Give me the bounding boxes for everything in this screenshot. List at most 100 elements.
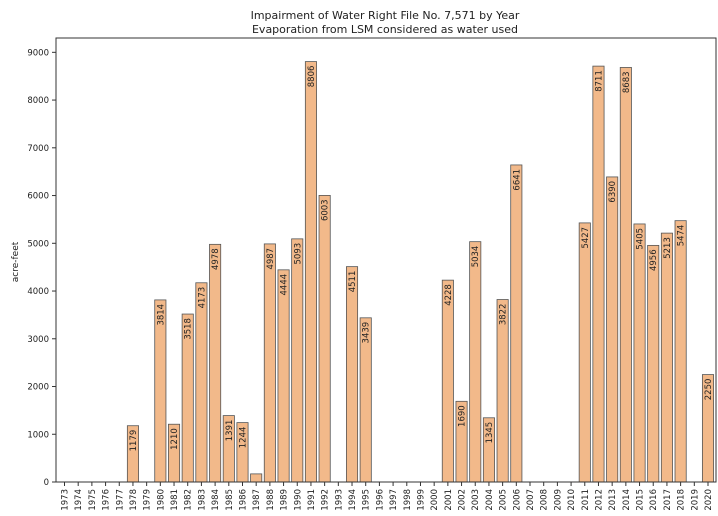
bar-2006 (510, 164, 523, 483)
bar-value-label: 6641 (512, 169, 522, 191)
x-tick-label: 2006 (512, 489, 522, 511)
bar-value-label: 4956 (649, 249, 659, 271)
x-tick-label: 2000 (430, 489, 440, 511)
bar-value-label: 4511 (348, 271, 358, 293)
x-tick-label: 1980 (156, 489, 166, 511)
x-tick-label: 1975 (88, 489, 98, 511)
bar-value-label: 1345 (485, 422, 495, 444)
bar-1991 (304, 61, 317, 483)
x-tick-label: 2007 (526, 489, 536, 511)
bar-value-label: 4444 (280, 274, 290, 296)
bar-value-label: 5427 (581, 227, 591, 249)
x-tick-label: 2018 (677, 489, 687, 511)
bar-value-label: 8806 (307, 66, 317, 88)
x-tick-label: 1997 (389, 489, 399, 511)
x-tick-label: 1982 (184, 489, 194, 511)
x-tick-label: 1992 (321, 489, 331, 511)
x-tick-label: 1994 (348, 489, 358, 511)
bar-value-label: 3518 (184, 318, 194, 340)
bar-1990 (291, 238, 304, 483)
bar-value-label: 5093 (293, 243, 303, 265)
bar-2012 (592, 65, 605, 483)
bar-1992 (318, 195, 331, 483)
x-tick-label: 1989 (280, 489, 290, 511)
x-tick-label: 2011 (581, 489, 591, 511)
bar-2005 (496, 299, 509, 483)
bar-1987 (250, 473, 263, 483)
bar-value-label: 2250 (704, 379, 714, 401)
bar-2016 (647, 244, 660, 483)
x-tick-label: 2020 (704, 489, 714, 511)
y-tick-label: 8000 (27, 96, 49, 106)
bar-2013 (606, 176, 619, 483)
y-tick-label: 7000 (27, 144, 49, 154)
bar-value-label: 4978 (211, 248, 221, 270)
x-tick-label: 1974 (74, 489, 84, 511)
x-tick-label: 1978 (129, 489, 139, 511)
x-tick-label: 2016 (649, 489, 659, 511)
x-tick-label: 1998 (403, 489, 413, 511)
x-tick-label: 2013 (608, 489, 618, 511)
bar-2014 (619, 67, 632, 483)
bar-value-label: 5405 (636, 228, 646, 250)
x-tick-label: 1973 (61, 489, 71, 511)
x-tick-label: 1977 (115, 489, 125, 511)
bar-1980 (154, 299, 167, 483)
x-tick-label: 2015 (636, 489, 646, 511)
chart-title: Impairment of Water Right File No. 7,571… (251, 9, 520, 22)
x-tick-label: 1996 (375, 489, 385, 511)
y-tick-label: 9000 (27, 48, 49, 58)
x-tick-label: 1976 (102, 489, 112, 511)
x-tick-label: 1984 (211, 489, 221, 511)
bar-2015 (633, 223, 646, 483)
y-axis-ticks: 0 1000 2000 3000 4000 5000 6000 7000 8000 9000 (27, 48, 56, 488)
x-tick-label: 1988 (266, 489, 276, 511)
x-tick-label: 2001 (444, 489, 454, 511)
bar-1994 (346, 266, 359, 483)
x-tick-label: 1995 (362, 489, 372, 511)
chart-subtitle: Evaporation from LSM considered as water… (252, 23, 518, 36)
x-tick-label: 1987 (252, 489, 262, 511)
bar-1983 (195, 282, 208, 483)
x-tick-label: 1985 (225, 489, 235, 511)
bar-value-label: 6390 (608, 181, 618, 203)
x-tick-label: 1979 (143, 489, 153, 511)
plot-frame (55, 37, 717, 483)
bar-value-label: 5474 (677, 225, 687, 247)
x-tick-label: 2017 (663, 489, 673, 511)
bar-value-label: 4173 (197, 287, 207, 309)
bar-value-label: 1690 (458, 405, 468, 427)
bar-value-label: 3822 (499, 304, 509, 326)
bar-2018 (674, 220, 687, 483)
y-tick-label: 6000 (27, 192, 49, 202)
bar-2011 (578, 222, 591, 483)
y-tick-label: 3000 (27, 335, 49, 345)
bar-value-label: 5034 (471, 246, 481, 268)
y-tick-label: 2000 (27, 383, 49, 393)
x-tick-label: 2019 (690, 489, 700, 511)
bar-value-label: 1391 (225, 420, 235, 442)
x-tick-label: 2004 (485, 489, 495, 511)
bar-value-label: 8711 (594, 70, 604, 92)
bar-value-label: 4228 (444, 284, 454, 306)
bar-value-label: 6003 (321, 199, 331, 221)
bar-value-label: 1210 (170, 428, 180, 450)
x-tick-label: 2002 (458, 489, 468, 511)
x-tick-label: 1993 (334, 489, 344, 511)
bar-2001 (441, 279, 454, 483)
y-tick-label: 1000 (27, 430, 49, 440)
x-tick-label: 2003 (471, 489, 481, 511)
x-tick-label: 2012 (594, 489, 604, 511)
x-tick-label: 1983 (197, 489, 207, 511)
bar-1989 (277, 269, 290, 483)
y-tick-label: 4000 (27, 287, 49, 297)
bar-value-label: 8683 (622, 71, 632, 93)
x-tick-label: 2010 (567, 489, 577, 511)
x-tick-label: 1981 (170, 489, 180, 511)
x-tick-label: 1999 (416, 489, 426, 511)
x-axis-ticks: 1973 1974 1975 1976 1977 1978 1979 1980 1981 1982… (61, 482, 714, 511)
bar-value-label: 3814 (156, 304, 166, 326)
y-axis-label: acre-feet (11, 241, 21, 282)
